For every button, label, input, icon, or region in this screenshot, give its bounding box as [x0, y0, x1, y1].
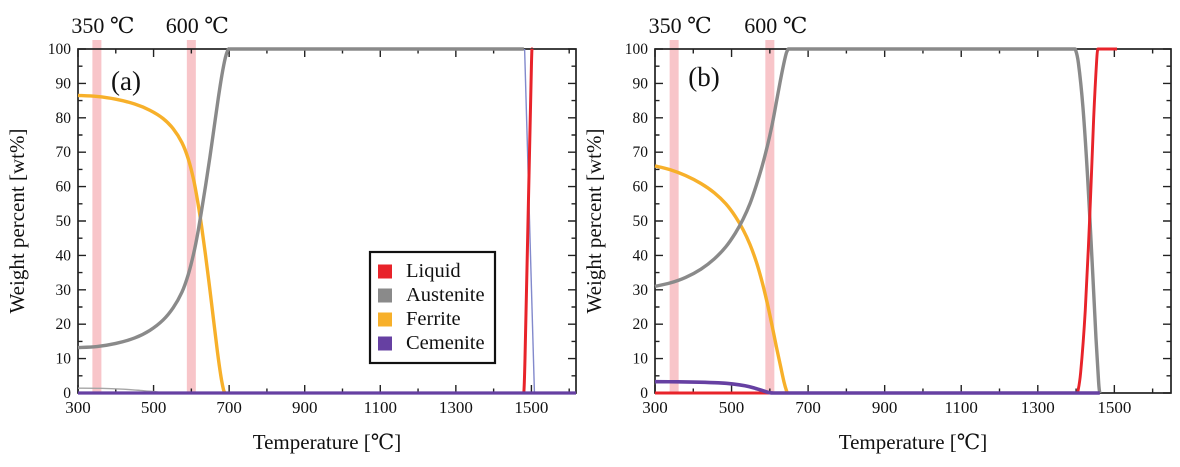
x-axis-title-a: Temperature [℃]	[253, 430, 402, 454]
x-tick-label-500-a: 500	[141, 398, 167, 417]
series-ferrite-b	[654, 164, 790, 395]
series-austenite-a	[77, 47, 524, 350]
x-tick-label-500-b: 500	[719, 398, 745, 417]
y-tick-label-60-b: 60	[633, 179, 649, 196]
highlight-band-350-a	[92, 40, 102, 393]
highlight-band-600-b	[765, 40, 775, 393]
panel-a: 300 500 700 900 1100 1300 1500 0 10 20 30 40 50 60 70 8…	[5, 13, 577, 454]
x-axis-title-b: Temperature [℃]	[839, 430, 988, 454]
series-austenite-melt-thin-a	[523, 48, 536, 394]
legend-label-liquid: Liquid	[406, 260, 461, 282]
legend-swatch-ferrite	[378, 312, 392, 327]
x-tick-label-700-b: 700	[795, 398, 821, 417]
legend-label-cemenite: Cemenite	[406, 332, 485, 354]
y-tick-label-0-b: 0	[640, 385, 648, 402]
series-austenite-b	[654, 47, 1102, 394]
y-tick-label-80-b: 80	[633, 110, 649, 127]
y-tick-label-90-a: 90	[56, 75, 72, 92]
y-tick-label-100-b: 100	[625, 41, 649, 58]
y-axis-title-b: Weight percent [wt%]	[582, 129, 606, 314]
x-tick-label-700-a: 700	[216, 398, 242, 417]
x-tick-label-900-b: 900	[872, 398, 898, 417]
y-axis-title-a: Weight percent [wt%]	[5, 129, 29, 314]
band-label-350-a: 350 ℃	[71, 13, 134, 38]
y-tick-label-100-a: 100	[48, 41, 72, 58]
y-tick-label-20-b: 20	[633, 316, 649, 333]
legend-label-austenite: Austenite	[406, 284, 485, 306]
band-label-600-b: 600 ℃	[744, 13, 807, 38]
x-tick-label-1500-a: 1500	[514, 398, 548, 417]
band-label-600-a: 600 ℃	[166, 13, 229, 38]
series-cemenite-b	[654, 379, 1100, 395]
y-tick-label-20-a: 20	[56, 316, 72, 333]
band-label-350-b: 350 ℃	[649, 13, 712, 38]
y-tick-label-40-b: 40	[633, 247, 649, 264]
y-tick-label-70-a: 70	[56, 144, 72, 161]
panel-b: 300 500 700 900 1100 1300 1500 0 10 20 30 40 50 60 70 8…	[582, 13, 1172, 454]
y-tick-label-40-a: 40	[56, 247, 72, 264]
plot-frame-a	[77, 48, 577, 394]
x-tick-label-1100-b: 1100	[945, 398, 978, 417]
highlight-band-600-a	[186, 40, 196, 393]
y-tick-label-30-b: 30	[633, 282, 649, 299]
y-tick-label-10-a: 10	[56, 351, 72, 368]
panel-label-b: (b)	[688, 62, 719, 92]
panel-label-a: (a)	[111, 66, 141, 96]
y-tick-label-90-b: 90	[633, 75, 649, 92]
series-liquid-b	[655, 47, 1118, 395]
y-tick-label-60-a: 60	[56, 179, 72, 196]
x-tick-label-300-b: 300	[642, 398, 668, 417]
highlight-band-350-b	[669, 40, 679, 393]
y-tick-label-70-b: 70	[633, 144, 649, 161]
y-tick-label-0-a: 0	[63, 385, 71, 402]
x-tick-label-1300-b: 1300	[1021, 398, 1055, 417]
x-tick-label-1500-b: 1500	[1097, 398, 1131, 417]
legend-swatch-cemenite	[378, 336, 392, 351]
legend-swatch-austenite	[378, 288, 392, 303]
x-tick-label-300-a: 300	[65, 398, 91, 417]
y-tick-label-50-a: 50	[56, 213, 72, 230]
y-tick-label-10-b: 10	[633, 351, 649, 368]
series-liquid-a	[78, 47, 534, 395]
axis-ticks-b	[654, 48, 1171, 394]
axis-ticks-a	[77, 48, 576, 394]
series-ferrite-a	[77, 93, 227, 394]
x-tick-label-1100-a: 1100	[364, 398, 397, 417]
y-tick-label-50-b: 50	[633, 213, 649, 230]
y-tick-label-80-a: 80	[56, 110, 72, 127]
y-tick-label-30-a: 30	[56, 282, 72, 299]
legend-swatch-liquid	[378, 264, 392, 279]
legend-label-ferrite: Ferrite	[406, 308, 461, 330]
x-tick-label-900-a: 900	[292, 398, 318, 417]
x-tick-label-1300-a: 1300	[439, 398, 473, 417]
